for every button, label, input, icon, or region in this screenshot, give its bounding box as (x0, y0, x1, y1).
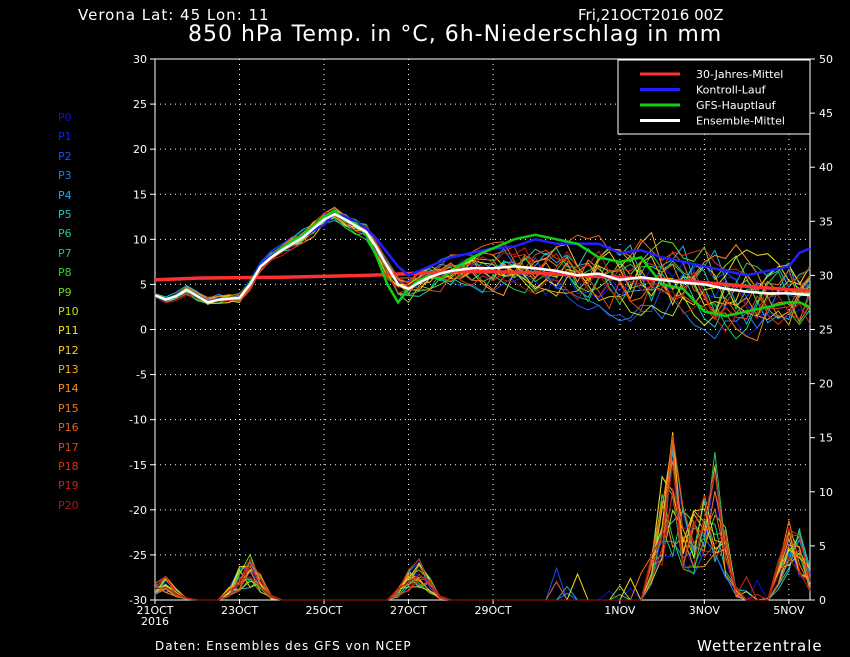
y-left-tick-label: -25 (129, 549, 147, 562)
member-label: P19 (58, 479, 79, 493)
legend-label: Ensemble-Mittel (696, 115, 785, 128)
chart-title: 850 hPa Temp. in °C, 6h-Niederschlag in … (188, 22, 723, 47)
x-tick-label: 1NOV (604, 604, 636, 617)
x-tick-label: 25OCT (306, 604, 343, 617)
member-temp-line (154, 213, 811, 326)
y-right-tick-label: 0 (819, 594, 826, 607)
brand-label: Wetterzentrale (697, 637, 823, 655)
legend-label: 30-Jahres-Mittel (696, 68, 783, 81)
y-left-tick-label: 30 (133, 53, 147, 66)
y-right-tick-label: 30 (819, 269, 833, 282)
x-tick-label: 21OCT (136, 604, 173, 617)
x-tick-label: 29OCT (475, 604, 512, 617)
member-precip-line (154, 465, 811, 601)
plot-frame (154, 58, 811, 601)
y-left-tick-label: 20 (133, 143, 147, 156)
member-label: P4 (58, 188, 72, 202)
y-right-tick-label: 20 (819, 378, 833, 391)
member-label: P10 (58, 304, 79, 318)
member-label: P2 (58, 149, 72, 163)
member-label: P17 (58, 440, 79, 454)
x-tick-label: 23OCT (221, 604, 258, 617)
y-left-tick-label: 10 (133, 233, 147, 246)
member-label: P3 (58, 169, 72, 183)
legend-box (617, 59, 811, 135)
run-date: Fri,21OCT2016 00Z (578, 6, 724, 24)
member-label: P9 (58, 285, 72, 299)
ensemble-members (154, 206, 811, 602)
y-right-tick-label: 15 (819, 432, 833, 445)
member-temp-line (154, 210, 811, 333)
member-label: P15 (58, 401, 79, 415)
y-left-tick-label: 25 (133, 98, 147, 111)
member-label: P0 (58, 111, 72, 124)
y-left-tick-label: 15 (133, 188, 147, 201)
member-label: P13 (58, 363, 79, 377)
x-tick-label: 3NOV (689, 604, 721, 617)
x-tick-label: 5NOV (773, 604, 805, 617)
y-right-tick-label: 50 (819, 53, 833, 66)
member-label: P16 (58, 421, 79, 435)
y-right-tick-label: 40 (819, 161, 833, 174)
y-left-tick-label: 0 (140, 324, 147, 337)
y-left-tick-label: 5 (140, 278, 147, 291)
y-right-tick-label: 45 (819, 107, 833, 120)
data-source: Daten: Ensembles des GFS von NCEP (155, 639, 412, 653)
member-label: P6 (58, 227, 72, 241)
member-label: P8 (58, 266, 72, 280)
y-right-tick-label: 5 (819, 540, 826, 553)
y-right-tick-label: 25 (819, 324, 833, 337)
series-line--jahres-mittel (154, 270, 811, 293)
y-right-tick-label: 35 (819, 215, 833, 228)
location-label: Verona Lat: 45 Lon: 11 (78, 6, 270, 24)
member-label: P5 (58, 207, 72, 221)
member-label: P7 (58, 246, 72, 260)
x-year-label: 2016 (141, 615, 169, 628)
y-right-tick-label: 10 (819, 486, 833, 499)
x-tick-label: 27OCT (390, 604, 427, 617)
y-left-tick-label: -10 (129, 414, 147, 427)
member-label: P18 (58, 460, 79, 474)
member-list: P0 P1 P2 P3 P4 P5 P6 P7 P8 P9 P10 P11 P12 P13 P14 P15 P1… (58, 108, 79, 515)
member-label: P11 (58, 324, 79, 338)
y-left-tick-label: -5 (136, 369, 147, 382)
member-label: P12 (58, 343, 79, 357)
legend-label: GFS-Hauptlauf (696, 99, 777, 112)
member-label: P20 (58, 498, 79, 512)
y-left-tick-label: -15 (129, 459, 147, 472)
y-left-tick-label: -20 (129, 504, 147, 517)
member-label: P14 (58, 382, 79, 396)
y-left-tick-label: -30 (129, 594, 147, 607)
legend-label: Kontroll-Lauf (696, 84, 767, 97)
series-line-ensemble-mittel (154, 212, 811, 304)
member-label: P1 (58, 130, 72, 144)
